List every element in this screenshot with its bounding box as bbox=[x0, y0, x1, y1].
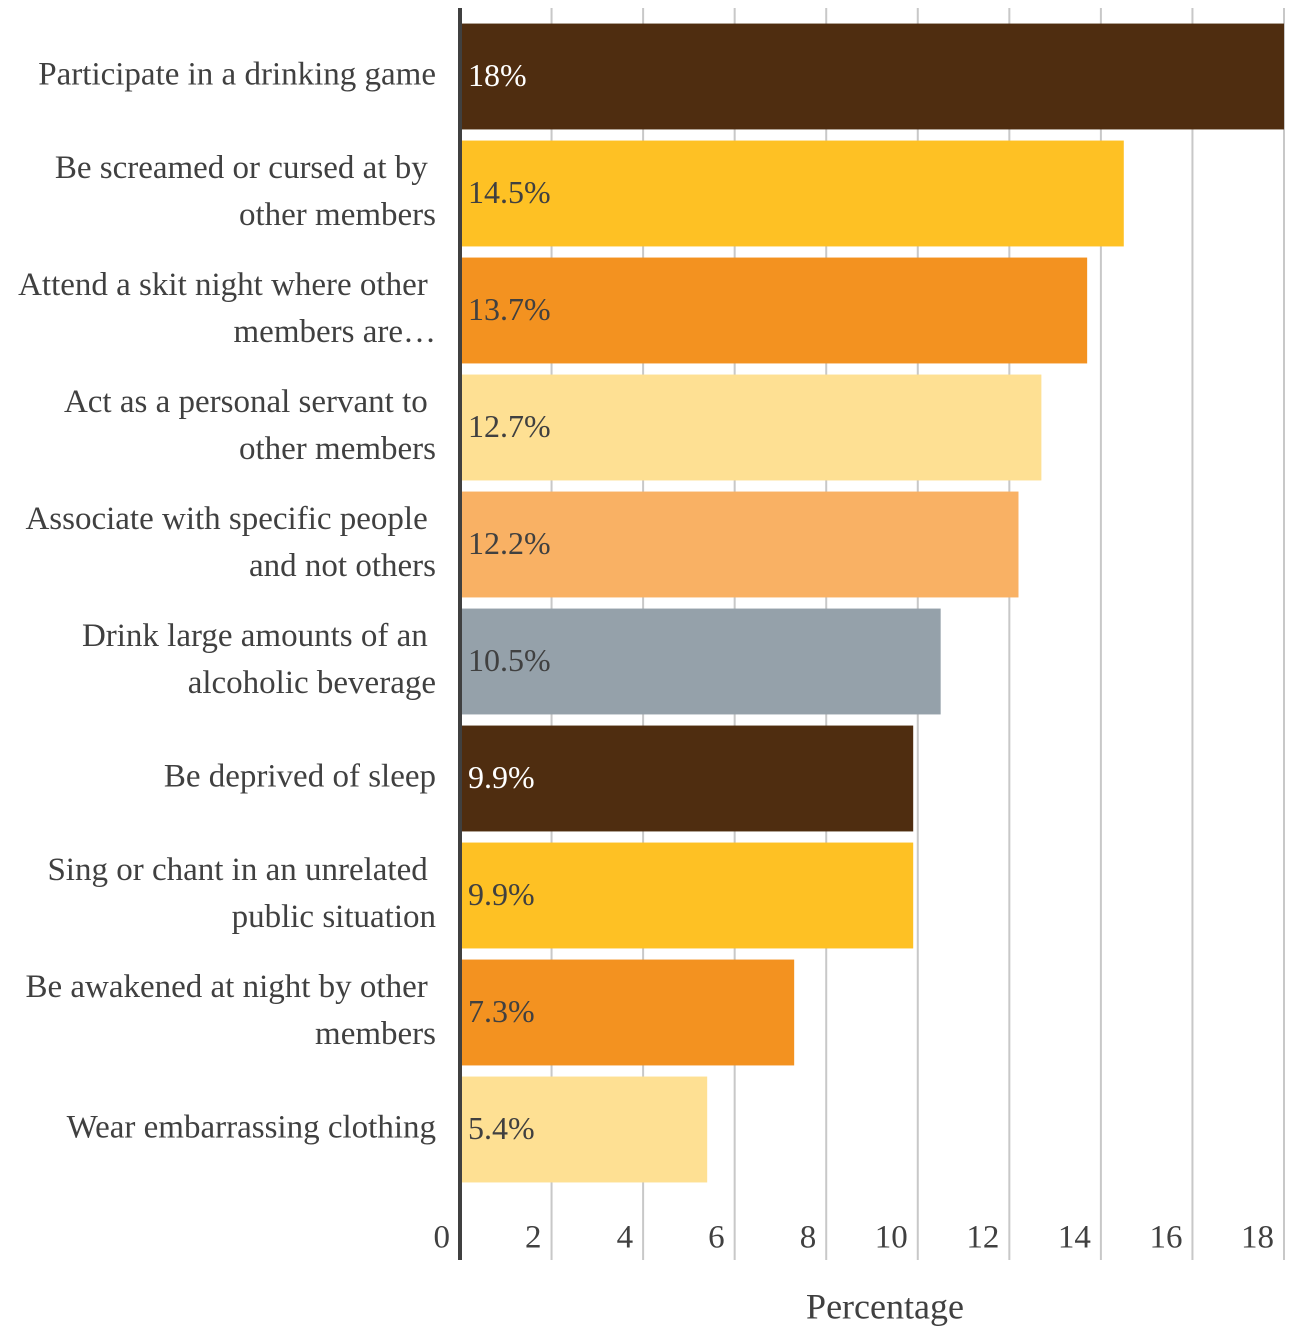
y-tick-label: Act as a personal servant to other membe… bbox=[64, 384, 436, 467]
x-tick-label: 6 bbox=[708, 1220, 725, 1256]
bar bbox=[460, 725, 914, 832]
value-label: 14.5% bbox=[468, 174, 551, 210]
value-label: 9.9% bbox=[468, 759, 535, 795]
x-tick-label: 18 bbox=[1241, 1220, 1274, 1256]
x-tick-label: 4 bbox=[617, 1220, 634, 1256]
value-label: 12.7% bbox=[468, 408, 551, 444]
bar bbox=[460, 257, 1088, 364]
x-tick-label: 12 bbox=[966, 1220, 999, 1256]
x-tick-label: 14 bbox=[1058, 1220, 1091, 1256]
y-tick-label: Attend a skit night where other members … bbox=[18, 267, 436, 350]
y-tick-label: Associate with specific people and not o… bbox=[25, 501, 436, 584]
bar bbox=[460, 23, 1284, 130]
y-tick-label: Participate in a drinking game bbox=[38, 56, 436, 92]
y-tick-label: Be deprived of sleep bbox=[164, 758, 436, 794]
bar bbox=[460, 842, 914, 949]
value-label: 13.7% bbox=[468, 291, 551, 327]
x-tick-label: 0 bbox=[434, 1220, 451, 1256]
y-tick-label: Drink large amounts of an alcoholic beve… bbox=[82, 618, 436, 701]
y-tick-label: Be screamed or cursed at by other member… bbox=[55, 150, 436, 233]
x-tick-label: 16 bbox=[1149, 1220, 1182, 1256]
bar bbox=[460, 374, 1042, 481]
bar bbox=[460, 608, 941, 715]
value-label: 10.5% bbox=[468, 642, 551, 678]
y-tick-label: Sing or chant in an unrelated public sit… bbox=[47, 852, 436, 935]
y-tick-label: Be awakened at night by other members bbox=[25, 969, 436, 1052]
value-label: 5.4% bbox=[468, 1110, 535, 1146]
x-tick-label: 10 bbox=[875, 1220, 908, 1256]
value-label: 9.9% bbox=[468, 876, 535, 912]
x-tick-label: 2 bbox=[525, 1220, 542, 1256]
x-tick-label: 8 bbox=[800, 1220, 817, 1256]
bar bbox=[460, 491, 1019, 598]
bar bbox=[460, 959, 795, 1066]
y-tick-label: Wear embarrassing clothing bbox=[67, 1109, 436, 1145]
x-axis-title: Percentage bbox=[806, 1286, 964, 1326]
bar bbox=[460, 1076, 708, 1183]
value-label: 12.2% bbox=[468, 525, 551, 561]
value-label: 18% bbox=[468, 57, 527, 93]
value-label: 7.3% bbox=[468, 993, 535, 1029]
bar bbox=[460, 140, 1124, 247]
